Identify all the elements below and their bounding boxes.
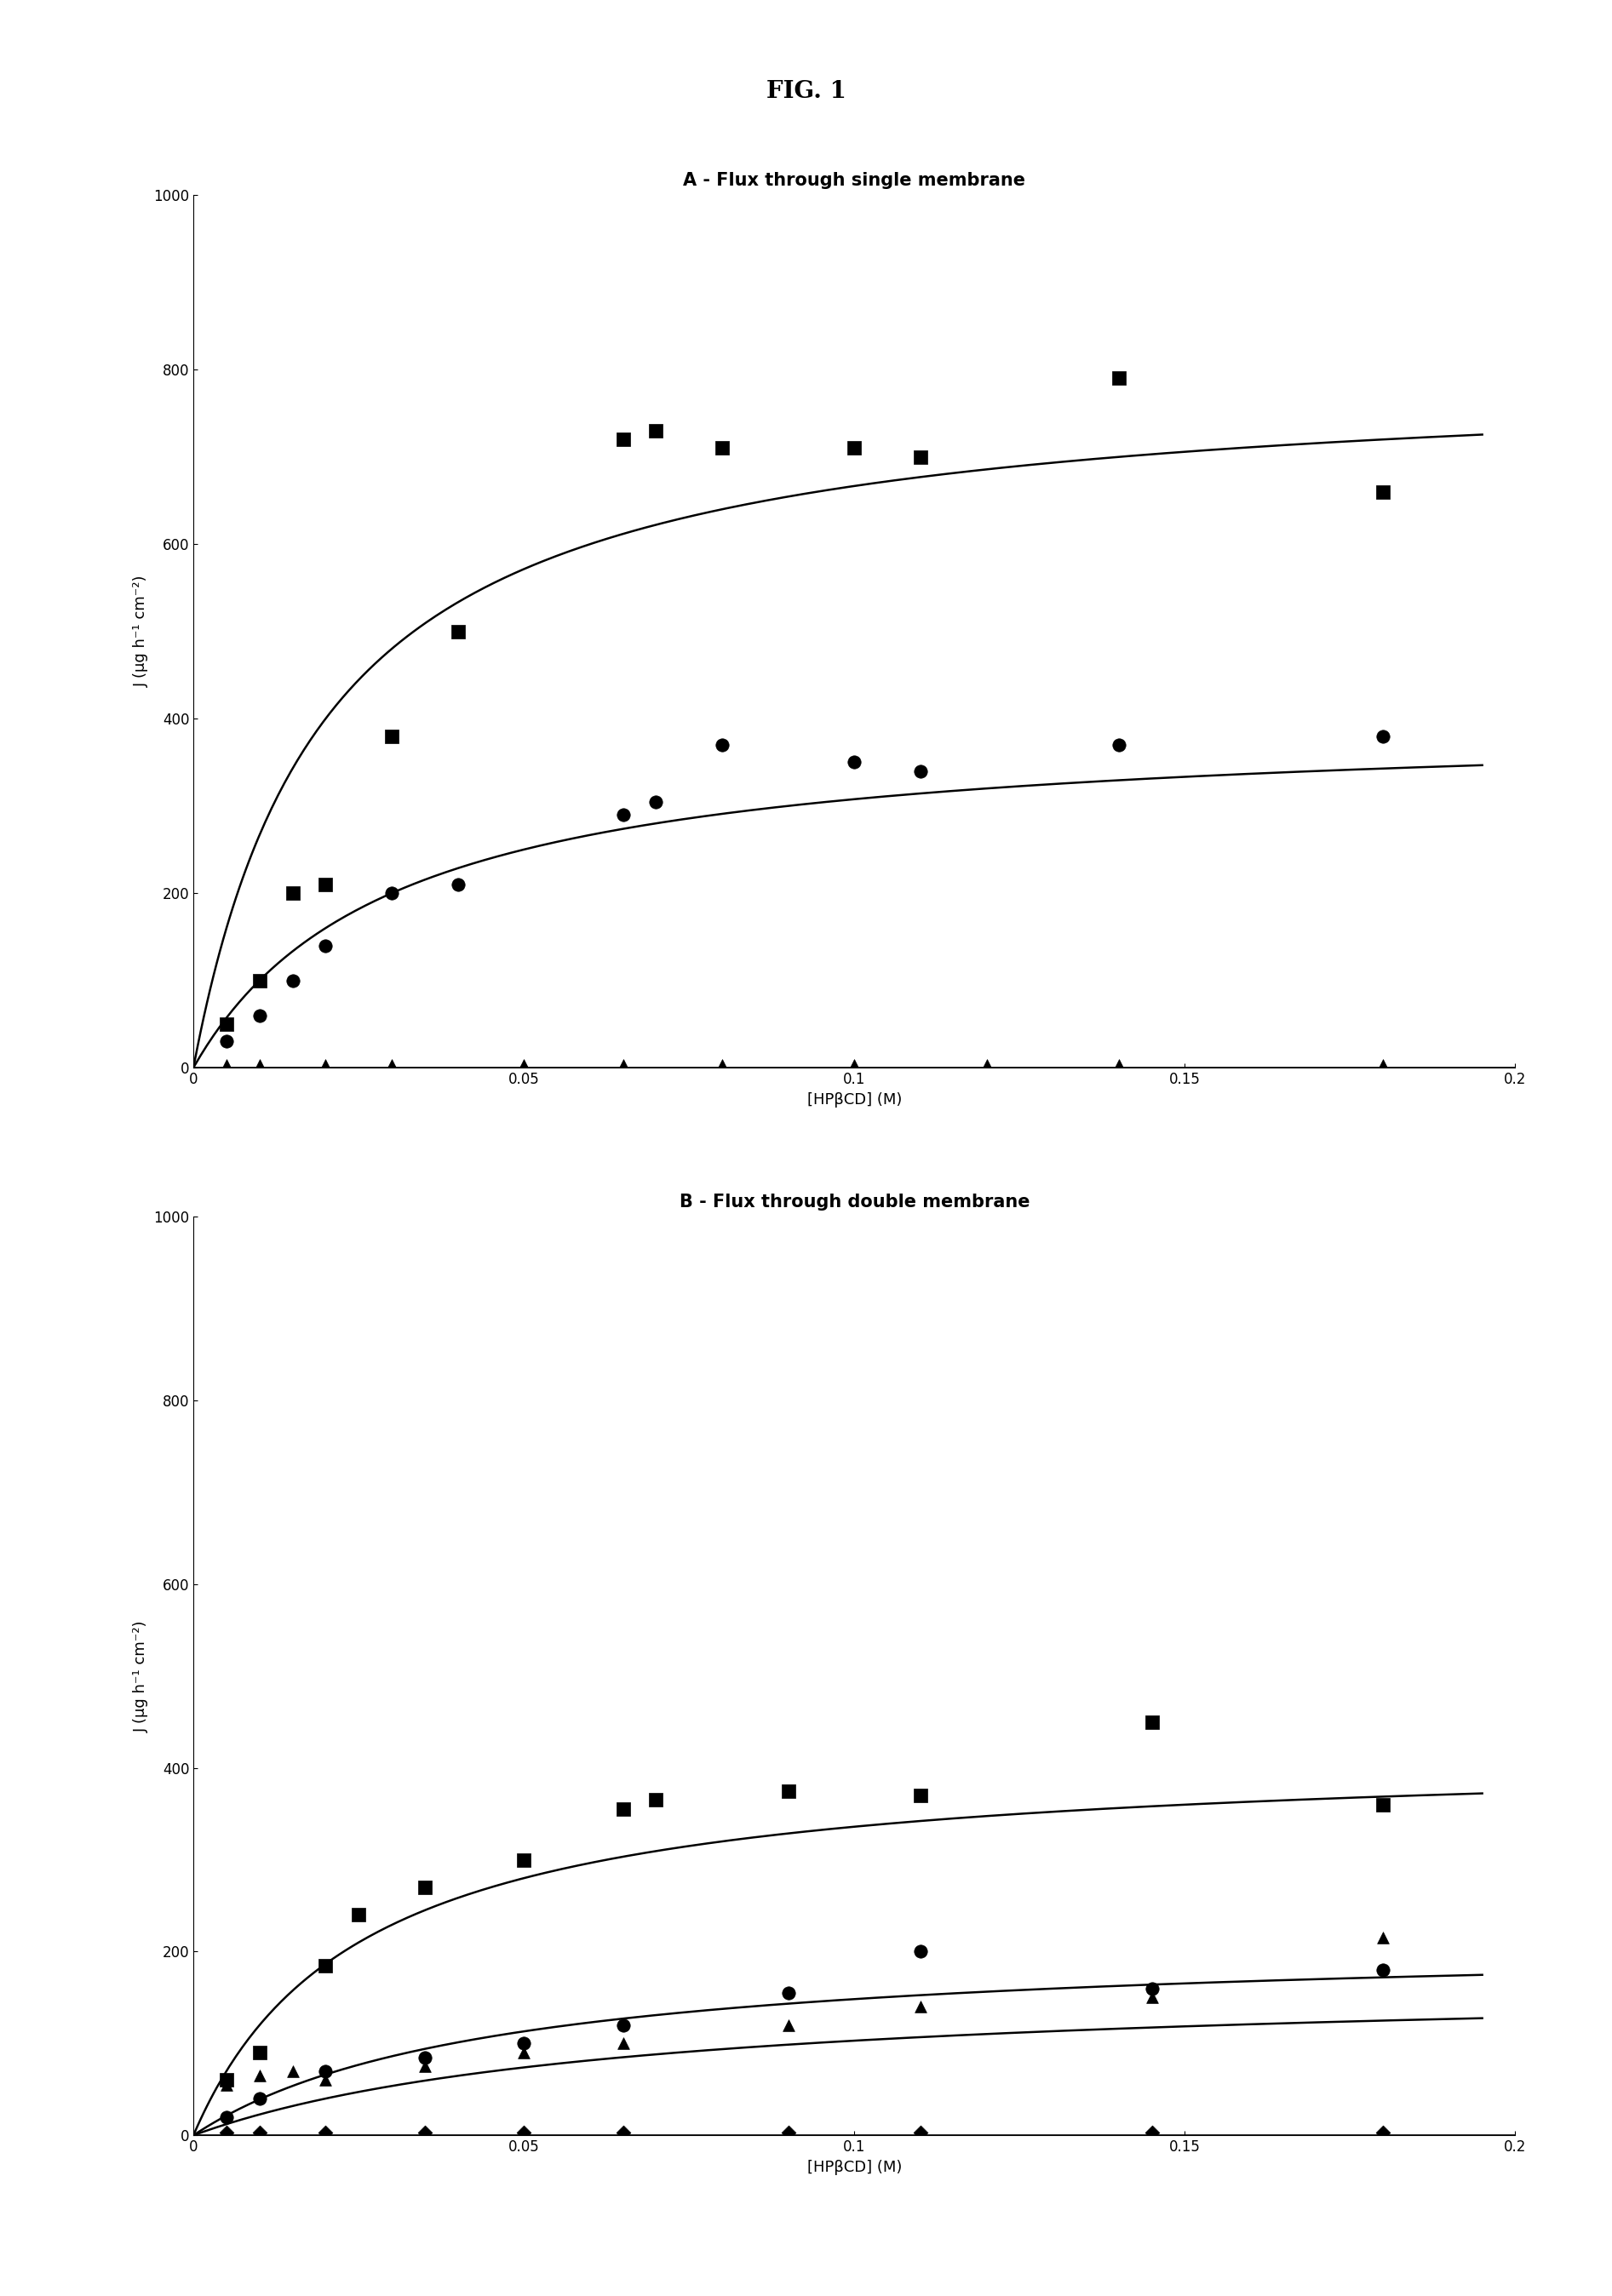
Point <box>313 2062 339 2099</box>
Point <box>643 1782 669 1818</box>
Point <box>908 439 933 475</box>
Point <box>775 2115 801 2151</box>
X-axis label: [HPβCD] (M): [HPβCD] (M) <box>808 2161 901 2174</box>
Point <box>609 420 635 457</box>
Point <box>413 2039 438 2076</box>
Point <box>213 1006 240 1042</box>
Point <box>313 928 339 964</box>
Point <box>1106 726 1132 762</box>
Point <box>908 2115 933 2151</box>
Point <box>643 413 669 450</box>
Point <box>841 744 867 781</box>
Point <box>247 2034 272 2071</box>
Point <box>379 1047 405 1084</box>
Point <box>1106 360 1132 397</box>
Point <box>1106 1054 1132 1091</box>
Y-axis label: J (μg h⁻¹ cm⁻²): J (μg h⁻¹ cm⁻²) <box>134 1621 148 1731</box>
Point <box>908 1988 933 2025</box>
Point <box>609 2007 635 2043</box>
Point <box>775 2007 801 2043</box>
Point <box>974 1054 999 1091</box>
Point <box>775 1773 801 1809</box>
Point <box>445 866 471 902</box>
Point <box>1370 1786 1396 1823</box>
Point <box>1370 1047 1396 1084</box>
Point <box>247 1047 272 1084</box>
Point <box>709 726 735 762</box>
Title: B - Flux through double membrane: B - Flux through double membrane <box>679 1194 1030 1210</box>
Point <box>511 1052 537 1088</box>
Point <box>841 1054 867 1091</box>
Point <box>511 2115 537 2151</box>
Point <box>709 429 735 466</box>
Point <box>609 797 635 833</box>
Point <box>908 1777 933 1814</box>
Point <box>213 2099 240 2135</box>
Point <box>974 1047 999 1084</box>
Point <box>345 1896 371 1933</box>
Point <box>280 962 306 999</box>
X-axis label: [HPβCD] (M): [HPβCD] (M) <box>808 1093 901 1107</box>
Point <box>379 1052 405 1088</box>
Point <box>841 429 867 466</box>
Point <box>313 1054 339 1091</box>
Point <box>247 2057 272 2094</box>
Point <box>1370 2115 1396 2151</box>
Point <box>445 613 471 650</box>
Point <box>609 2025 635 2062</box>
Point <box>247 962 272 999</box>
Point <box>213 1047 240 1084</box>
Point <box>1138 1970 1164 2007</box>
Point <box>313 1047 339 1084</box>
Point <box>908 753 933 790</box>
Point <box>213 2066 240 2103</box>
Point <box>213 2062 240 2099</box>
Y-axis label: J (μg h⁻¹ cm⁻²): J (μg h⁻¹ cm⁻²) <box>134 576 148 687</box>
Point <box>1138 1979 1164 2016</box>
Point <box>213 2115 240 2151</box>
Point <box>609 1791 635 1828</box>
Point <box>511 1841 537 1878</box>
Point <box>1106 1047 1132 1084</box>
Point <box>213 1024 240 1061</box>
Point <box>413 1869 438 1906</box>
Point <box>1138 1704 1164 1740</box>
Point <box>775 1975 801 2011</box>
Point <box>709 1054 735 1091</box>
Point <box>1370 1919 1396 1956</box>
Point <box>213 1054 240 1091</box>
Point <box>313 1947 339 1984</box>
Point <box>1138 2115 1164 2151</box>
Point <box>280 875 306 912</box>
Point <box>511 2025 537 2062</box>
Point <box>413 2115 438 2151</box>
Point <box>313 866 339 902</box>
Point <box>280 2053 306 2089</box>
Point <box>313 2115 339 2151</box>
Point <box>379 875 405 912</box>
Point <box>908 1933 933 1970</box>
Point <box>643 783 669 820</box>
Point <box>609 1047 635 1084</box>
Point <box>511 2034 537 2071</box>
Point <box>313 2053 339 2089</box>
Point <box>841 1047 867 1084</box>
Point <box>709 1047 735 1084</box>
Point <box>1370 473 1396 510</box>
Text: FIG. 1: FIG. 1 <box>766 80 846 103</box>
Title: A - Flux through single membrane: A - Flux through single membrane <box>683 172 1025 188</box>
Point <box>511 1047 537 1084</box>
Point <box>1370 719 1396 755</box>
Point <box>1370 1952 1396 1988</box>
Point <box>413 2048 438 2085</box>
Point <box>247 2080 272 2117</box>
Point <box>247 1054 272 1091</box>
Point <box>247 2115 272 2151</box>
Point <box>609 1054 635 1091</box>
Point <box>247 996 272 1033</box>
Point <box>1370 1054 1396 1091</box>
Point <box>609 2115 635 2151</box>
Point <box>379 719 405 755</box>
